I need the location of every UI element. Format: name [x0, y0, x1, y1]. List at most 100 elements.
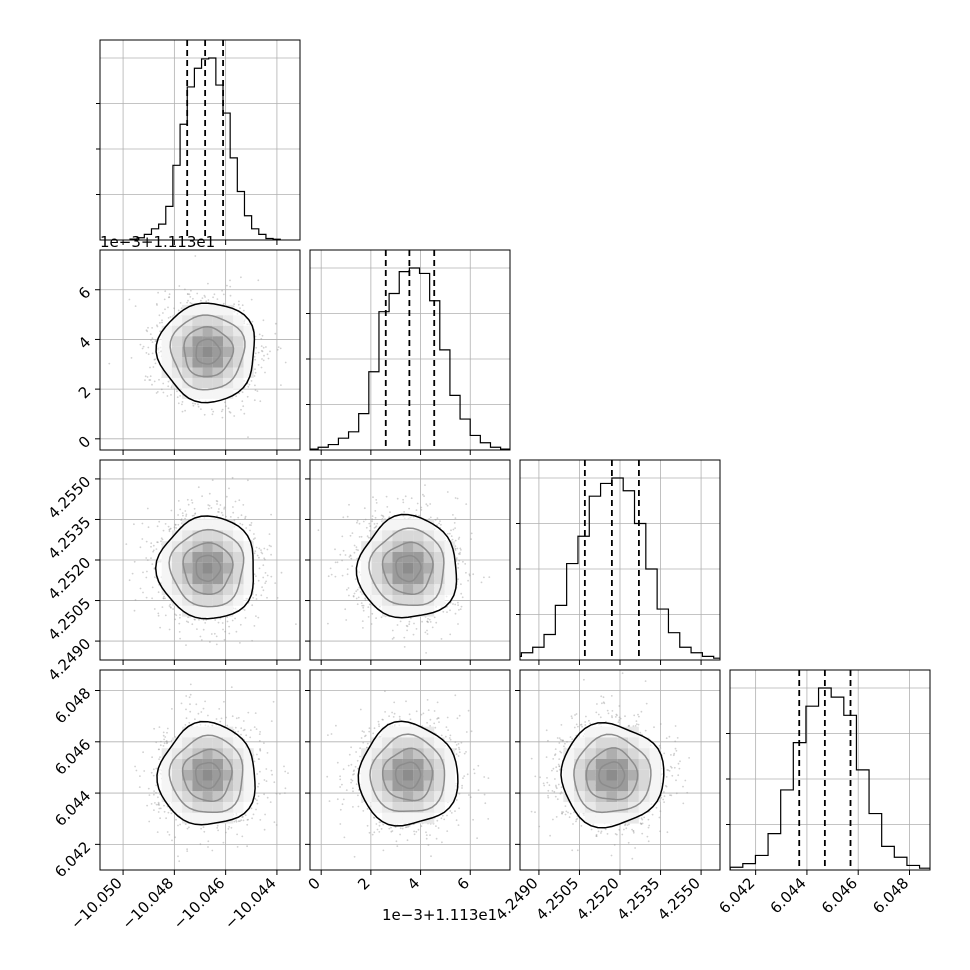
- sample-point: [253, 552, 256, 555]
- sample-point: [177, 402, 180, 405]
- sample-point: [470, 532, 473, 535]
- sample-point: [142, 345, 145, 348]
- sample-point: [349, 554, 352, 557]
- sample-point: [210, 408, 213, 411]
- sample-point: [159, 330, 162, 333]
- sample-point: [229, 279, 231, 282]
- sample-point: [180, 307, 183, 310]
- sample-point: [274, 332, 277, 335]
- sample-point: [280, 571, 283, 574]
- sample-point: [157, 614, 160, 617]
- sample-point: [351, 532, 354, 534]
- sample-point: [221, 289, 224, 292]
- sample-point: [262, 589, 265, 592]
- sample-point: [167, 296, 170, 299]
- sample-point: [415, 628, 418, 630]
- sample-point: [367, 536, 370, 539]
- sample-point: [458, 609, 460, 611]
- sample-point: [154, 358, 157, 361]
- sample-point: [218, 511, 220, 513]
- sample-point: [253, 625, 256, 627]
- sample-point: [263, 354, 265, 357]
- sample-point: [157, 541, 159, 544]
- sample-point: [134, 599, 137, 601]
- sample-point: [255, 594, 258, 596]
- sample-point: [158, 314, 161, 317]
- sample-point: [216, 500, 219, 503]
- sample-point: [213, 632, 216, 635]
- sample-point: [259, 400, 262, 403]
- sample-point: [227, 407, 230, 410]
- sample-point: [149, 333, 152, 336]
- sample-point: [223, 508, 226, 510]
- sample-point: [456, 557, 458, 559]
- sample-point: [459, 547, 462, 550]
- sample-point: [167, 385, 170, 388]
- sample-point: [264, 558, 266, 561]
- sample-point: [222, 293, 225, 296]
- sample-point: [364, 599, 367, 602]
- sample-point: [359, 591, 362, 593]
- sample-point: [465, 571, 467, 574]
- sample-point: [367, 606, 370, 608]
- sample-point: [153, 608, 156, 610]
- sample-point: [164, 614, 167, 617]
- sample-point: [179, 302, 182, 304]
- sample-point: [454, 497, 457, 499]
- sample-point: [253, 355, 256, 358]
- sample-point: [153, 567, 156, 570]
- sample-point: [170, 607, 172, 609]
- sample-point: [156, 541, 159, 543]
- sample-point: [161, 538, 164, 541]
- sample-point: [342, 549, 345, 552]
- sample-point: [341, 559, 343, 562]
- sample-point: [454, 527, 456, 529]
- sample-point: [425, 503, 428, 506]
- sample-point: [251, 604, 254, 607]
- sample-point: [174, 523, 177, 526]
- sample-point: [367, 616, 370, 618]
- sample-point: [268, 533, 271, 535]
- sample-point: [200, 299, 202, 302]
- sample-point: [224, 401, 226, 404]
- sample-point: [187, 616, 190, 619]
- sample-point: [212, 296, 215, 299]
- sample-point: [155, 303, 158, 305]
- sample-point: [221, 408, 224, 411]
- sample-point: [164, 523, 167, 525]
- sample-point: [168, 605, 171, 607]
- sample-point: [270, 545, 272, 548]
- sample-point: [439, 520, 441, 522]
- sample-point: [228, 632, 231, 635]
- sample-point: [435, 621, 438, 624]
- sample-point: [149, 379, 152, 381]
- sample-point: [264, 582, 267, 584]
- sample-point: [155, 392, 158, 394]
- sample-point: [212, 410, 215, 413]
- sample-point: [159, 322, 161, 324]
- sample-point: [457, 562, 460, 565]
- sample-point: [239, 307, 241, 310]
- sample-point: [133, 609, 136, 612]
- sample-point: [351, 565, 354, 567]
- sample-point: [280, 384, 282, 386]
- sample-point: [404, 495, 407, 498]
- sample-point: [266, 574, 269, 577]
- sample-point: [254, 371, 257, 374]
- sample-point: [229, 516, 232, 518]
- sample-point: [253, 399, 256, 402]
- sample-point: [270, 513, 272, 516]
- sample-point: [372, 496, 374, 499]
- sample-point: [210, 633, 213, 635]
- sample-point: [238, 392, 241, 395]
- sample-point: [252, 596, 255, 599]
- sample-point: [167, 525, 170, 528]
- sample-point: [205, 300, 208, 303]
- sample-point: [168, 530, 171, 533]
- sample-point: [181, 401, 184, 403]
- sample-point: [242, 309, 245, 312]
- sample-point: [231, 476, 234, 479]
- sample-point: [459, 608, 462, 610]
- sample-point: [250, 524, 252, 526]
- sample-point: [164, 597, 166, 600]
